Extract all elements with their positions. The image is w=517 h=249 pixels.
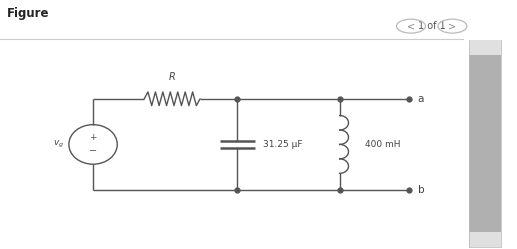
Text: $v_g$: $v_g$ bbox=[53, 139, 64, 150]
Text: ▼: ▼ bbox=[482, 235, 489, 244]
Text: 400 mH: 400 mH bbox=[365, 140, 401, 149]
Text: >: > bbox=[448, 21, 457, 31]
Text: 31.25 μF: 31.25 μF bbox=[263, 140, 302, 149]
Text: b: b bbox=[418, 185, 424, 195]
Text: ▲: ▲ bbox=[482, 43, 489, 52]
Text: Figure: Figure bbox=[7, 7, 49, 20]
Text: $R$: $R$ bbox=[168, 70, 176, 82]
Text: +: + bbox=[89, 133, 97, 142]
Text: 1 of 1: 1 of 1 bbox=[418, 21, 446, 31]
Text: <: < bbox=[407, 21, 415, 31]
Text: −: − bbox=[89, 146, 97, 156]
Text: a: a bbox=[418, 94, 424, 104]
